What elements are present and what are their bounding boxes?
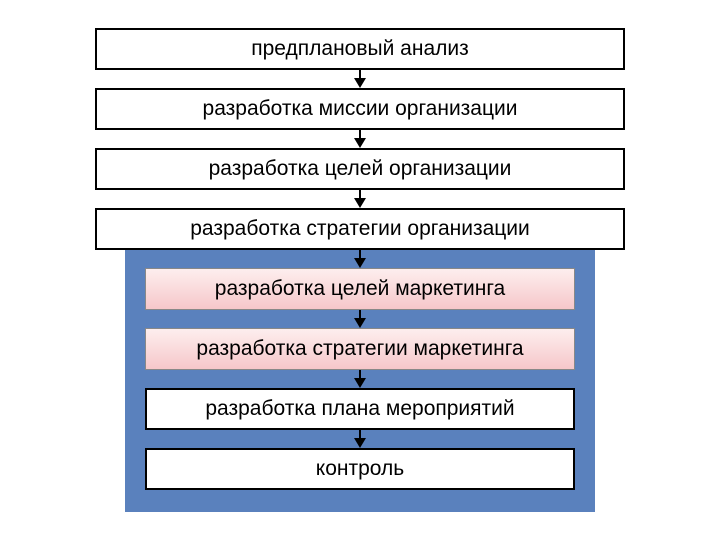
node-label: разработка целей организации xyxy=(209,157,512,181)
node-action-plan: разработка плана мероприятий xyxy=(145,388,575,430)
arrow-icon xyxy=(352,310,368,328)
node-label: предплановый анализ xyxy=(251,37,469,61)
node-marketing-strategy: разработка стратегии маркетинга xyxy=(145,328,575,370)
node-label: разработка миссии организации xyxy=(203,97,518,121)
node-control: контроль xyxy=(145,448,575,490)
marketing-region: разработка целей маркетинга разработка с… xyxy=(125,250,595,512)
node-strategy-dev: разработка стратегии организации xyxy=(95,208,625,250)
node-label: разработка целей маркетинга xyxy=(215,277,505,301)
node-label: разработка стратегии маркетинга xyxy=(196,337,523,361)
arrow-icon xyxy=(352,130,368,148)
flowchart-container: предплановый анализ разработка миссии ор… xyxy=(0,28,720,512)
arrow-icon xyxy=(352,430,368,448)
node-label: разработка стратегии организации xyxy=(190,217,530,241)
node-goals-dev: разработка целей организации xyxy=(95,148,625,190)
node-mission-dev: разработка миссии организации xyxy=(95,88,625,130)
arrow-icon xyxy=(352,190,368,208)
node-label: разработка плана мероприятий xyxy=(205,397,514,421)
node-marketing-goals: разработка целей маркетинга xyxy=(145,268,575,310)
node-label: контроль xyxy=(316,457,404,481)
arrow-icon xyxy=(352,70,368,88)
arrow-icon xyxy=(352,370,368,388)
arrow-icon xyxy=(352,250,368,268)
node-preplan-analysis: предплановый анализ xyxy=(95,28,625,70)
